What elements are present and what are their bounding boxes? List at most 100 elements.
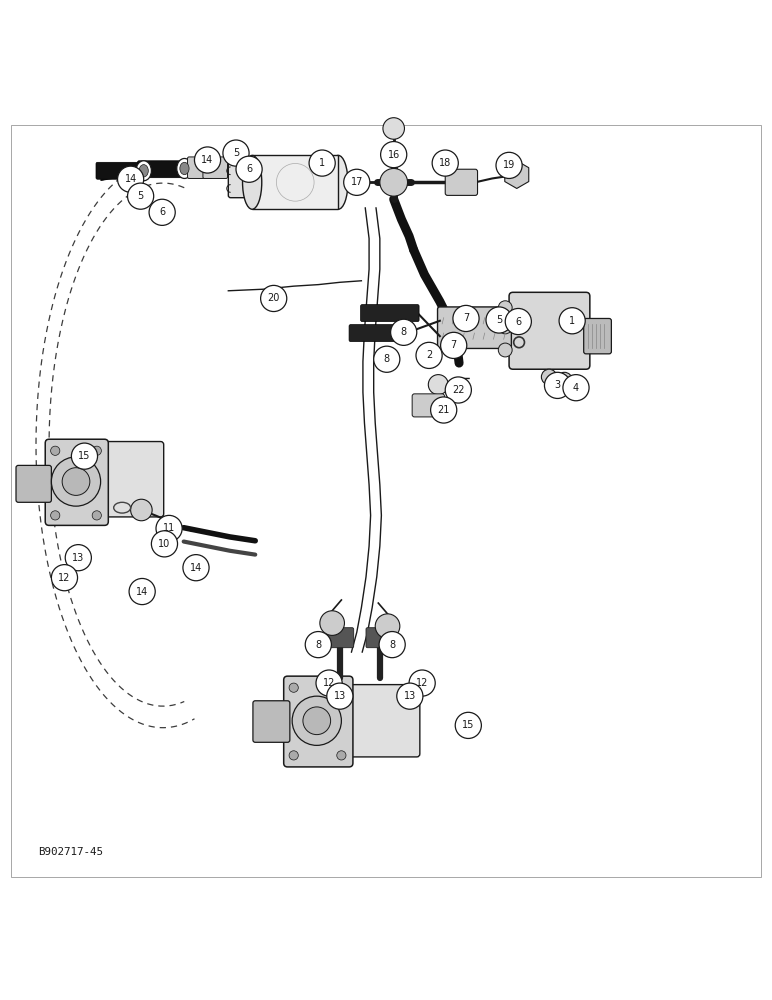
FancyBboxPatch shape xyxy=(203,157,228,178)
FancyBboxPatch shape xyxy=(349,325,408,342)
Circle shape xyxy=(63,468,90,495)
Circle shape xyxy=(289,751,298,760)
Circle shape xyxy=(337,683,346,692)
Circle shape xyxy=(195,147,221,173)
Text: 8: 8 xyxy=(389,640,395,650)
Circle shape xyxy=(544,372,571,398)
Circle shape xyxy=(117,166,144,192)
Circle shape xyxy=(149,199,175,225)
Circle shape xyxy=(431,397,457,423)
Circle shape xyxy=(236,156,262,182)
Circle shape xyxy=(303,707,330,735)
FancyBboxPatch shape xyxy=(438,307,511,348)
Text: 13: 13 xyxy=(334,691,346,701)
Circle shape xyxy=(337,751,346,760)
FancyBboxPatch shape xyxy=(96,162,142,179)
Circle shape xyxy=(309,150,335,176)
Text: 15: 15 xyxy=(78,451,90,461)
Circle shape xyxy=(289,683,298,692)
Text: 4: 4 xyxy=(573,383,579,393)
Circle shape xyxy=(455,712,482,738)
Text: 11: 11 xyxy=(163,523,175,533)
FancyBboxPatch shape xyxy=(366,628,394,648)
Circle shape xyxy=(428,375,449,395)
Circle shape xyxy=(391,319,417,345)
Circle shape xyxy=(52,457,100,506)
Circle shape xyxy=(432,150,459,176)
FancyBboxPatch shape xyxy=(584,318,611,354)
Circle shape xyxy=(563,375,589,401)
Circle shape xyxy=(52,565,77,591)
Circle shape xyxy=(441,332,467,358)
Circle shape xyxy=(344,169,370,195)
Circle shape xyxy=(498,343,512,357)
FancyBboxPatch shape xyxy=(137,161,184,178)
Text: B902717-45: B902717-45 xyxy=(39,847,103,857)
Polygon shape xyxy=(252,155,338,209)
Circle shape xyxy=(397,683,423,709)
FancyBboxPatch shape xyxy=(361,305,419,322)
Text: 12: 12 xyxy=(58,573,71,583)
Text: 7: 7 xyxy=(463,313,469,323)
Circle shape xyxy=(51,446,60,455)
Text: 8: 8 xyxy=(315,640,321,650)
Circle shape xyxy=(183,555,209,581)
Circle shape xyxy=(223,140,249,166)
FancyBboxPatch shape xyxy=(283,676,353,767)
Text: 1: 1 xyxy=(569,316,575,326)
Circle shape xyxy=(374,346,400,372)
Text: 18: 18 xyxy=(439,158,452,168)
Text: 5: 5 xyxy=(137,191,144,201)
Circle shape xyxy=(129,578,155,605)
Circle shape xyxy=(383,118,405,139)
Text: 5: 5 xyxy=(496,315,503,325)
Circle shape xyxy=(498,320,512,334)
Text: 1: 1 xyxy=(319,158,325,168)
Text: 10: 10 xyxy=(158,539,171,549)
FancyBboxPatch shape xyxy=(88,442,164,517)
FancyBboxPatch shape xyxy=(229,158,255,198)
Circle shape xyxy=(379,632,405,658)
Text: 15: 15 xyxy=(462,720,475,730)
Circle shape xyxy=(151,531,178,557)
Text: 8: 8 xyxy=(384,354,390,364)
Text: 14: 14 xyxy=(124,174,137,184)
Text: 12: 12 xyxy=(416,678,428,688)
Text: 14: 14 xyxy=(190,563,202,573)
Ellipse shape xyxy=(242,155,262,209)
Circle shape xyxy=(292,696,341,745)
Text: 17: 17 xyxy=(350,177,363,187)
Circle shape xyxy=(486,307,512,333)
Circle shape xyxy=(559,308,585,334)
Circle shape xyxy=(409,670,435,696)
Text: 6: 6 xyxy=(159,207,165,217)
Circle shape xyxy=(541,369,557,385)
Text: 22: 22 xyxy=(452,385,465,395)
Text: 14: 14 xyxy=(136,587,148,597)
Text: 13: 13 xyxy=(73,553,84,563)
Ellipse shape xyxy=(329,155,348,209)
Ellipse shape xyxy=(180,162,189,175)
FancyBboxPatch shape xyxy=(412,394,445,417)
FancyBboxPatch shape xyxy=(16,465,52,502)
Circle shape xyxy=(51,511,60,520)
Circle shape xyxy=(261,285,286,312)
FancyBboxPatch shape xyxy=(253,701,290,742)
Text: 6: 6 xyxy=(246,164,252,174)
Circle shape xyxy=(130,499,152,521)
Circle shape xyxy=(375,614,400,638)
Text: 16: 16 xyxy=(388,150,400,160)
Circle shape xyxy=(327,683,353,709)
Circle shape xyxy=(416,342,442,368)
FancyBboxPatch shape xyxy=(188,157,212,178)
Ellipse shape xyxy=(139,165,148,177)
FancyBboxPatch shape xyxy=(509,292,590,369)
Circle shape xyxy=(71,443,97,469)
Text: 6: 6 xyxy=(515,317,521,327)
Circle shape xyxy=(66,545,91,571)
Text: 7: 7 xyxy=(451,340,457,350)
Circle shape xyxy=(305,632,331,658)
Text: 14: 14 xyxy=(201,155,214,165)
Text: 3: 3 xyxy=(554,380,560,390)
Circle shape xyxy=(453,305,479,332)
